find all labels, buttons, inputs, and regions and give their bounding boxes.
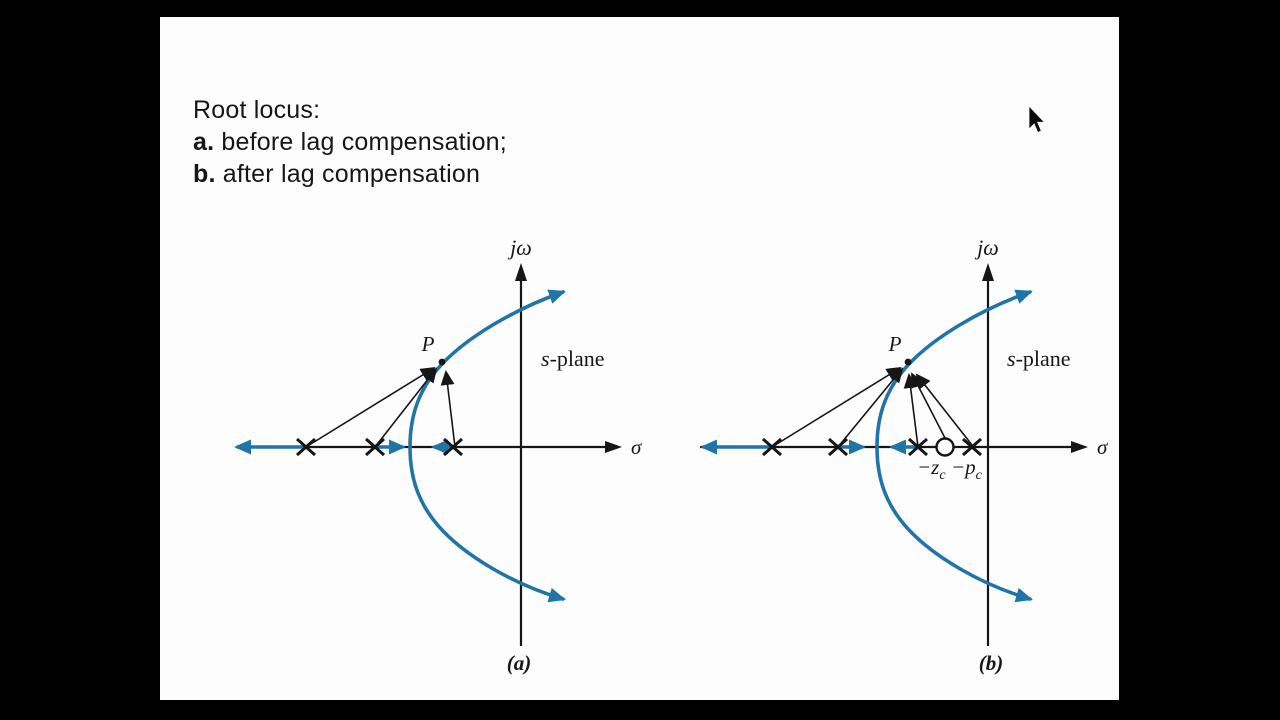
title-line-bold: b. (193, 160, 216, 188)
title-line-text: Root locus: (193, 96, 321, 124)
title-line-text: after lag compensation (215, 160, 481, 188)
slide-title: Root locus: a. before lag compensation; … (193, 94, 507, 190)
title-line-text: before lag compensation; (214, 128, 507, 156)
title-line: a. before lag compensation; (193, 126, 507, 158)
title-line-bold: a. (193, 128, 215, 156)
title-line: b. after lag compensation (193, 158, 507, 190)
title-line: Root locus: (193, 94, 507, 126)
